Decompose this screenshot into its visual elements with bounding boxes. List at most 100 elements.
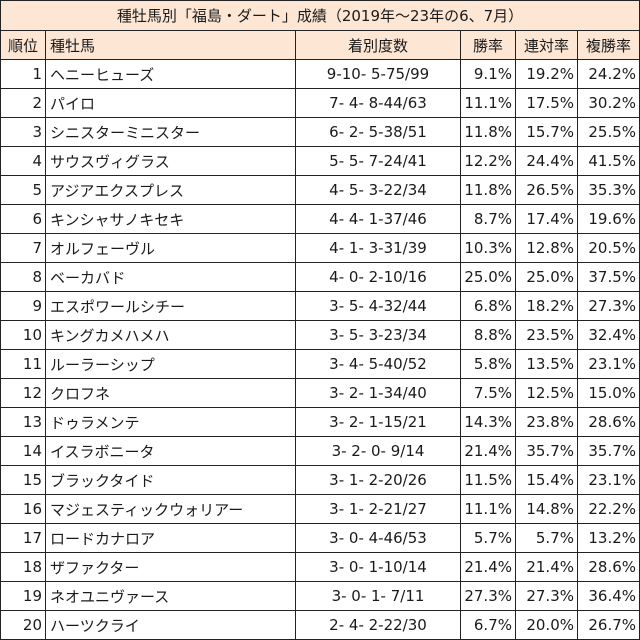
cell-rank: 11	[0, 349, 46, 379]
cell-quinella-rate: 12.8%	[515, 233, 578, 263]
cell-sire: サウスヴィグラス	[45, 146, 296, 176]
table-row: 4 サウスヴィグラス 5- 5- 7-24/41 12.2% 24.4% 41.5%	[0, 146, 640, 176]
cell-sire: エスポワールシチー	[45, 291, 296, 321]
header-row: 順位 種牡馬 着別度数 勝率 連対率 複勝率	[0, 30, 640, 60]
cell-win-rate: 21.4%	[460, 436, 516, 466]
cell-sire: オルフェーヴル	[45, 233, 296, 263]
cell-record: 3- 2- 1-15/21	[295, 407, 461, 437]
cell-sire: ブラックタイド	[45, 465, 296, 495]
cell-rank: 2	[0, 88, 46, 118]
cell-record: 3- 4- 5-40/52	[295, 349, 461, 379]
cell-rank: 18	[0, 552, 46, 582]
cell-record: 5- 5- 7-24/41	[295, 146, 461, 176]
cell-win-rate: 11.8%	[460, 117, 516, 147]
table-row: 14 イスラボニータ 3- 2- 0- 9/14 21.4% 35.7% 35.7%	[0, 436, 640, 466]
cell-place-rate: 35.7%	[576, 436, 640, 466]
header-win-rate: 勝率	[460, 30, 516, 60]
cell-rank: 1	[0, 59, 46, 89]
cell-sire: ザファクター	[45, 552, 296, 582]
cell-place-rate: 27.3%	[576, 291, 640, 321]
header-sire: 種牡馬	[45, 30, 296, 60]
cell-rank: 20	[0, 610, 46, 640]
header-record: 着別度数	[295, 30, 461, 60]
cell-quinella-rate: 26.5%	[515, 175, 578, 205]
cell-rank: 7	[0, 233, 46, 263]
cell-win-rate: 12.2%	[460, 146, 516, 176]
cell-win-rate: 21.4%	[460, 552, 516, 582]
cell-sire: ルーラーシップ	[45, 349, 296, 379]
table-row: 18 ザファクター 3- 0- 1-10/14 21.4% 21.4% 28.6%	[0, 552, 640, 582]
cell-place-rate: 19.6%	[576, 204, 640, 234]
cell-rank: 17	[0, 523, 46, 553]
cell-win-rate: 5.8%	[460, 349, 516, 379]
cell-win-rate: 8.7%	[460, 204, 516, 234]
cell-rank: 15	[0, 465, 46, 495]
cell-place-rate: 24.2%	[576, 59, 640, 89]
table-row: 13 ドゥラメンテ 3- 2- 1-15/21 14.3% 23.8% 28.6%	[0, 407, 640, 437]
cell-win-rate: 8.8%	[460, 320, 516, 350]
cell-place-rate: 28.6%	[576, 407, 640, 437]
cell-sire: ハーツクライ	[45, 610, 296, 640]
table-row: 3 シニスターミニスター 6- 2- 5-38/51 11.8% 15.7% 25.5%	[0, 117, 640, 147]
table-row: 16 マジェスティックウォリアー 3- 1- 2-21/27 11.1% 14.8% 22…	[0, 494, 640, 524]
cell-rank: 6	[0, 204, 46, 234]
cell-quinella-rate: 21.4%	[515, 552, 578, 582]
header-rank: 順位	[0, 30, 46, 60]
cell-win-rate: 11.8%	[460, 175, 516, 205]
table-row: 5 アジアエクスプレス 4- 5- 3-22/34 11.8% 26.5% 35.3%	[0, 175, 640, 205]
cell-sire: クロフネ	[45, 378, 296, 408]
cell-win-rate: 11.5%	[460, 465, 516, 495]
cell-rank: 3	[0, 117, 46, 147]
cell-quinella-rate: 18.2%	[515, 291, 578, 321]
cell-quinella-rate: 23.8%	[515, 407, 578, 437]
cell-quinella-rate: 20.0%	[515, 610, 578, 640]
cell-win-rate: 9.1%	[460, 59, 516, 89]
cell-quinella-rate: 15.4%	[515, 465, 578, 495]
cell-sire: アジアエクスプレス	[45, 175, 296, 205]
cell-record: 4- 0- 2-10/16	[295, 262, 461, 292]
cell-rank: 9	[0, 291, 46, 321]
cell-record: 3- 5- 3-23/34	[295, 320, 461, 350]
cell-record: 9-10- 5-75/99	[295, 59, 461, 89]
cell-place-rate: 23.1%	[576, 465, 640, 495]
table-row: 10 キングカメハメハ 3- 5- 3-23/34 8.8% 23.5% 32.4%	[0, 320, 640, 350]
cell-win-rate: 5.7%	[460, 523, 516, 553]
cell-quinella-rate: 24.4%	[515, 146, 578, 176]
cell-record: 3- 5- 4-32/44	[295, 291, 461, 321]
cell-rank: 13	[0, 407, 46, 437]
table-row: 12 クロフネ 3- 2- 1-34/40 7.5% 12.5% 15.0%	[0, 378, 640, 408]
cell-rank: 8	[0, 262, 46, 292]
cell-place-rate: 35.3%	[576, 175, 640, 205]
cell-rank: 10	[0, 320, 46, 350]
cell-place-rate: 26.7%	[576, 610, 640, 640]
cell-quinella-rate: 27.3%	[515, 581, 578, 611]
cell-win-rate: 27.3%	[460, 581, 516, 611]
cell-sire: ネオユニヴァース	[45, 581, 296, 611]
cell-place-rate: 20.5%	[576, 233, 640, 263]
table-row: 11 ルーラーシップ 3- 4- 5-40/52 5.8% 13.5% 23.1%	[0, 349, 640, 379]
cell-win-rate: 25.0%	[460, 262, 516, 292]
cell-quinella-rate: 13.5%	[515, 349, 578, 379]
cell-record: 3- 2- 1-34/40	[295, 378, 461, 408]
title-row: 種牡馬別「福島・ダート」成績（2019年〜23年の6、7月）	[0, 0, 640, 31]
cell-record: 3- 2- 0- 9/14	[295, 436, 461, 466]
cell-rank: 19	[0, 581, 46, 611]
cell-sire: マジェスティックウォリアー	[45, 494, 296, 524]
cell-sire: ロードカナロア	[45, 523, 296, 553]
table-row: 6 キンシャサノキセキ 4- 4- 1-37/46 8.7% 17.4% 19.6%	[0, 204, 640, 234]
cell-sire: キンシャサノキセキ	[45, 204, 296, 234]
cell-record: 3- 1- 2-21/27	[295, 494, 461, 524]
cell-place-rate: 32.4%	[576, 320, 640, 350]
cell-win-rate: 10.3%	[460, 233, 516, 263]
table-row: 8 ベーカバド 4- 0- 2-10/16 25.0% 25.0% 37.5%	[0, 262, 640, 292]
cell-win-rate: 7.5%	[460, 378, 516, 408]
cell-place-rate: 37.5%	[576, 262, 640, 292]
header-place-rate: 複勝率	[576, 30, 640, 60]
cell-place-rate: 25.5%	[576, 117, 640, 147]
cell-record: 7- 4- 8-44/63	[295, 88, 461, 118]
table-row: 17 ロードカナロア 3- 0- 4-46/53 5.7% 5.7% 13.2%	[0, 523, 640, 553]
cell-quinella-rate: 17.5%	[515, 88, 578, 118]
cell-win-rate: 11.1%	[460, 88, 516, 118]
